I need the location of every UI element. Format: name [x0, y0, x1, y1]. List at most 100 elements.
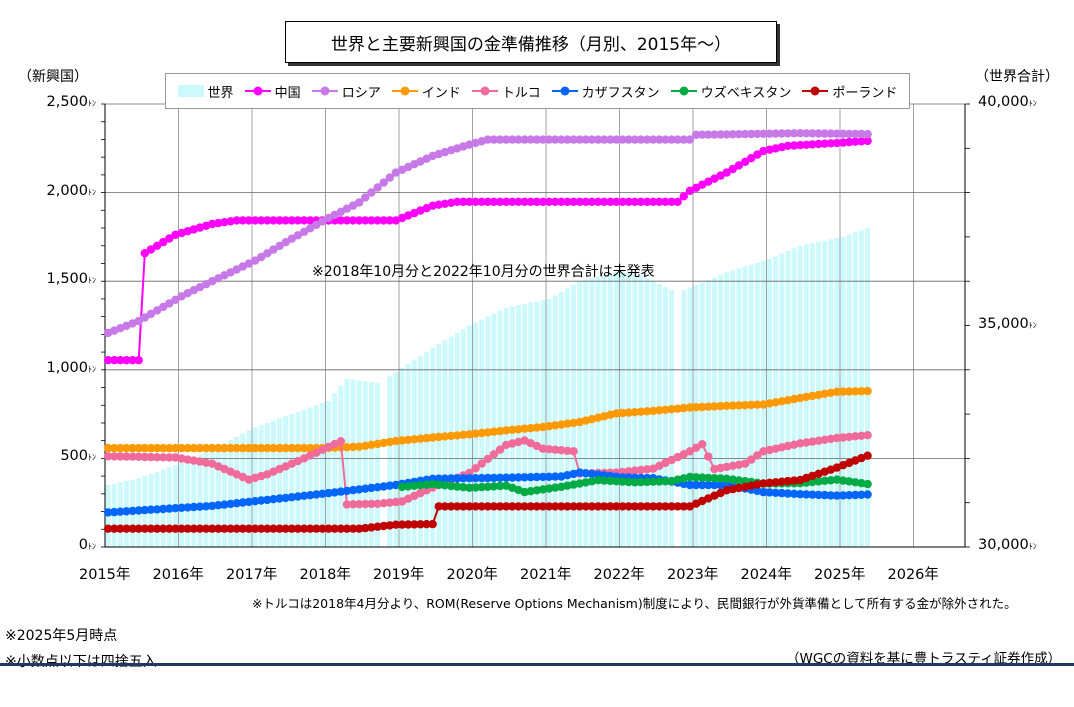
x-tick-label: 2018年: [299, 567, 351, 583]
series-1-point: [563, 197, 572, 206]
series-4-point: [367, 499, 376, 509]
series-6-point: [642, 477, 652, 487]
series-1-point: [612, 197, 621, 206]
series-1-point: [789, 141, 799, 150]
world-bar: [258, 425, 264, 547]
series-3-point: [673, 404, 682, 413]
series-2-point: [722, 130, 731, 139]
series-1-point: [624, 197, 633, 206]
legend-label: トルコ: [501, 85, 541, 101]
series-5-point: [502, 473, 511, 482]
series-5-point: [195, 502, 205, 511]
legend-label: 世界: [207, 85, 234, 101]
left-tick-label: 500ﾄﾝ: [60, 448, 96, 465]
series-2-point: [618, 135, 627, 144]
world-bar: [362, 381, 368, 547]
series-3-point: [152, 443, 162, 453]
series-3-point: [159, 443, 168, 453]
series-2-point: [691, 130, 701, 139]
series-3-point: [281, 443, 290, 453]
series-2-point: [704, 130, 713, 139]
series-6-point: [636, 477, 646, 487]
world-bar: [191, 457, 197, 547]
series-7-point: [863, 451, 872, 460]
series-7-point: [459, 502, 468, 511]
series-2-point: [563, 135, 572, 144]
series-3-point: [459, 430, 468, 439]
series-3-point: [299, 443, 309, 453]
series-2-point: [293, 231, 303, 240]
series-3-point: [783, 396, 793, 405]
series-4-point: [698, 440, 707, 449]
world-bar: [375, 383, 381, 547]
series-4-point: [863, 431, 872, 440]
series-4-point: [808, 437, 817, 446]
series-3-point: [495, 426, 505, 436]
series-2-point: [863, 129, 872, 139]
series-2-point: [146, 309, 156, 319]
series-6-point: [440, 481, 450, 490]
series-3-point: [716, 401, 725, 411]
series-7-point: [465, 502, 474, 511]
series-3-point: [244, 443, 254, 453]
world-bar: [577, 281, 583, 547]
series-3-point: [306, 443, 315, 453]
legend-swatch: [670, 86, 697, 96]
series-2-point: [269, 245, 278, 254]
legend-label: 中国: [274, 85, 301, 101]
series-5-point: [845, 491, 854, 500]
series-6-point: [416, 481, 425, 490]
series-4-point: [489, 450, 499, 459]
series-2-point: [587, 135, 597, 144]
series-1-point: [122, 356, 131, 365]
world-bar: [564, 288, 570, 547]
series-2-point: [593, 135, 603, 144]
legend-label: ウズベキスタン: [700, 85, 792, 101]
series-2-point: [649, 135, 658, 144]
series-4-point: [495, 445, 505, 454]
world-bar: [442, 340, 448, 547]
series-7-point: [477, 502, 486, 511]
series-1-point: [753, 150, 762, 159]
series-7-point: [165, 524, 174, 533]
series-1-point: [832, 138, 842, 148]
series-3-point: [477, 428, 486, 438]
series-4-point: [630, 466, 639, 475]
series-7-point: [667, 502, 676, 511]
series-4-point: [373, 499, 382, 508]
series-5-point: [453, 474, 462, 483]
series-7-point: [220, 524, 229, 533]
series-2-point: [312, 220, 321, 230]
series-7-point: [575, 502, 584, 511]
series-1-point: [299, 216, 309, 225]
series-2-point: [826, 129, 835, 138]
series-5-point: [489, 473, 499, 483]
series-7-point: [612, 502, 621, 511]
world-bar: [215, 446, 221, 547]
series-4-point: [122, 452, 131, 461]
series-4-point: [642, 465, 652, 474]
series-3-point: [263, 443, 272, 453]
series-2-point: [532, 135, 541, 144]
series-1-point: [649, 197, 658, 206]
series-2-point: [263, 249, 272, 258]
series-4-point: [624, 467, 633, 476]
series-3-point: [845, 387, 854, 396]
series-2-point: [857, 129, 866, 139]
series-3-point: [342, 443, 352, 452]
series-2-point: [636, 135, 646, 144]
series-5-point: [759, 487, 768, 497]
series-6-point: [483, 482, 492, 491]
series-1-point: [281, 216, 290, 225]
series-7-point: [551, 502, 560, 511]
series-5-point: [544, 472, 554, 481]
series-7-point: [557, 502, 566, 511]
series-2-point: [275, 241, 284, 251]
series-6-point: [704, 473, 713, 483]
series-5-point: [434, 474, 443, 483]
series-2-point: [747, 129, 756, 139]
series-7-point: [789, 476, 799, 485]
series-5-point: [783, 489, 793, 498]
series-2-point: [569, 135, 578, 144]
series-2-point: [306, 224, 315, 233]
